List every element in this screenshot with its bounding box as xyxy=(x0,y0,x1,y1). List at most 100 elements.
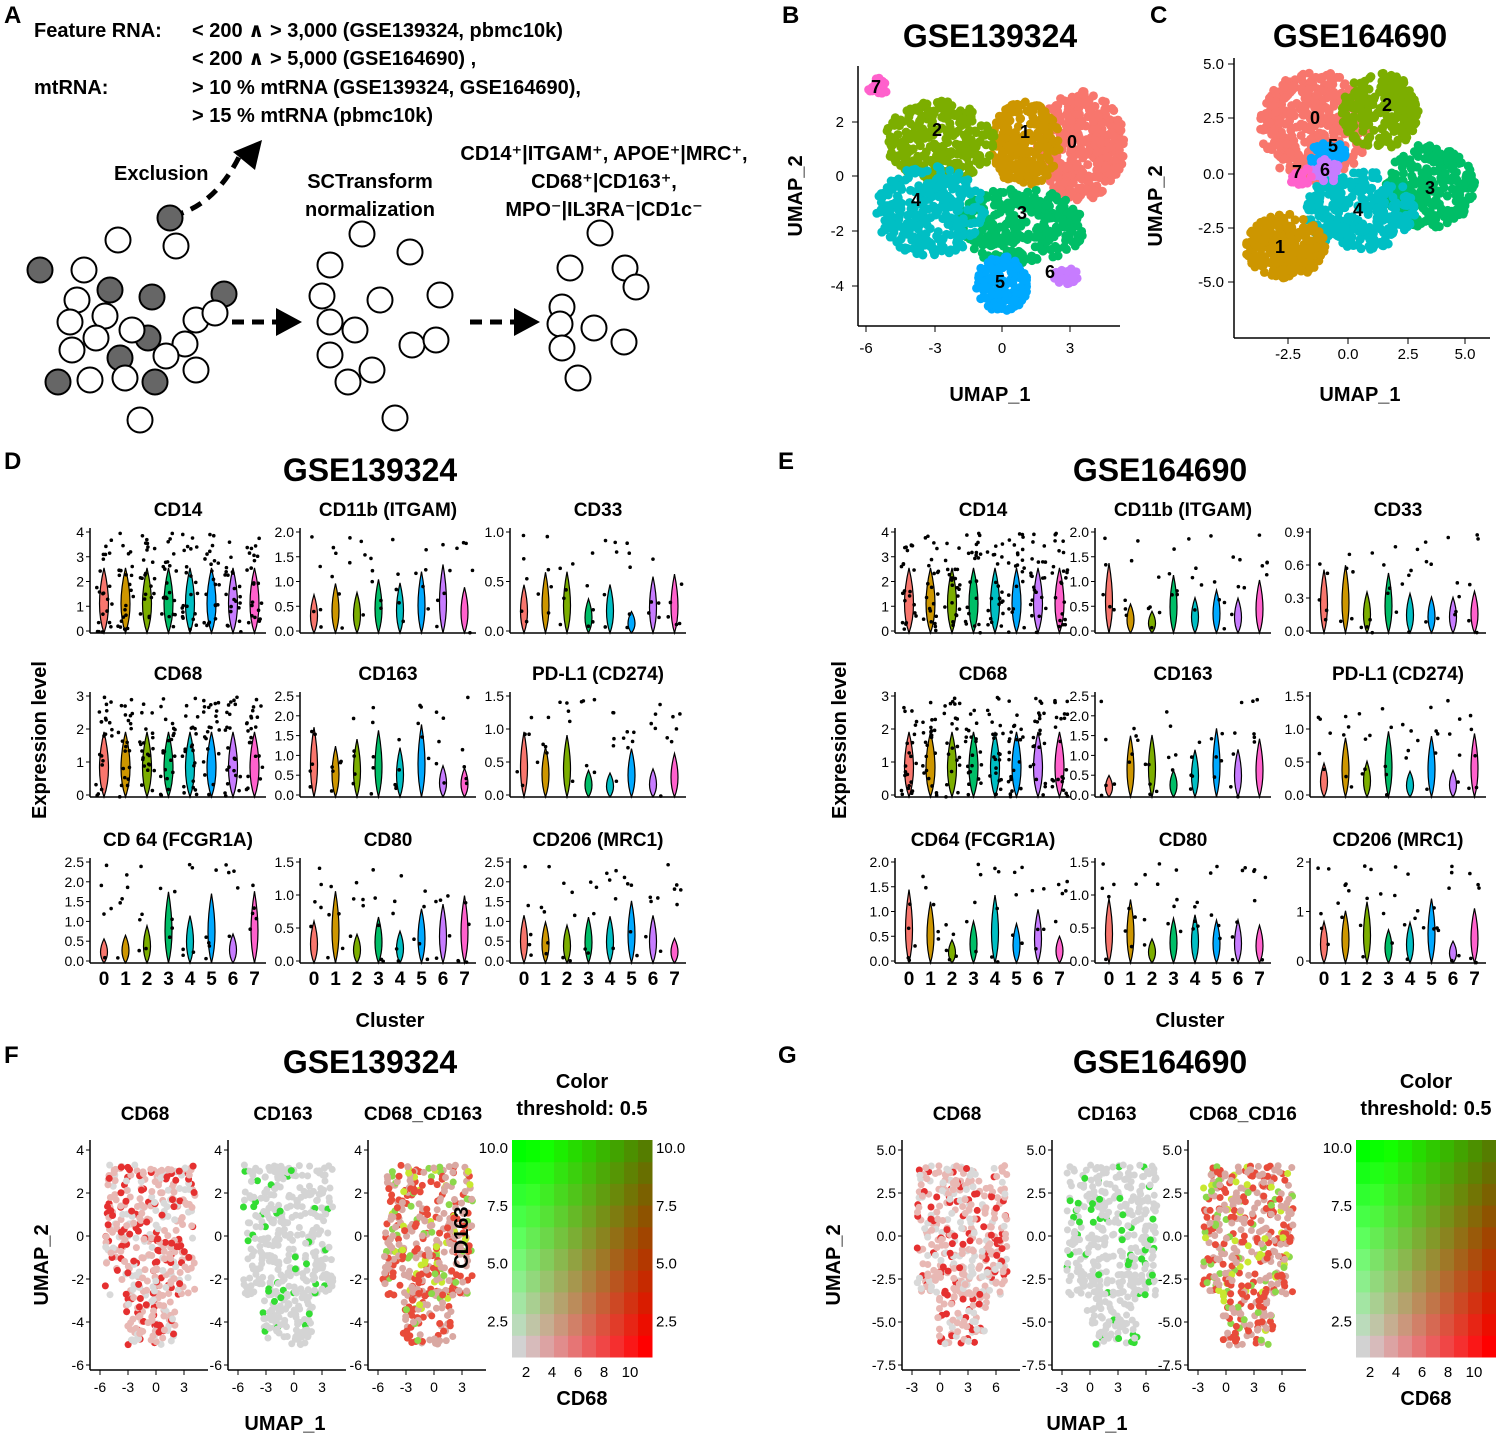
violin-dot xyxy=(546,715,551,720)
violin-dot xyxy=(1199,583,1204,587)
violin-shape xyxy=(946,731,958,799)
violin-dot xyxy=(180,532,185,537)
violin-dot xyxy=(910,740,915,745)
umap-point xyxy=(1440,168,1450,178)
violin-dot xyxy=(993,580,998,585)
violin-dot xyxy=(1450,958,1454,963)
umap-point xyxy=(940,192,950,202)
umap-point xyxy=(1388,94,1398,104)
umap-point xyxy=(1302,236,1312,246)
violin-dot xyxy=(1382,563,1386,567)
violin-dot xyxy=(1370,630,1375,635)
umap-point xyxy=(916,199,926,209)
violin-dot xyxy=(119,568,123,573)
violin-dot xyxy=(1346,725,1351,729)
umap-point xyxy=(1454,193,1464,203)
violin-dot xyxy=(309,729,314,734)
violin-dot xyxy=(1387,586,1392,591)
umap-point xyxy=(1107,104,1117,114)
violin-dot xyxy=(151,746,155,751)
violin-shape xyxy=(374,916,383,965)
violin-dot xyxy=(446,894,450,898)
violin-dot xyxy=(1007,757,1011,762)
umap-point xyxy=(1065,210,1075,220)
violin-dot xyxy=(1363,737,1368,741)
violin-shape xyxy=(227,731,239,799)
violin-dot xyxy=(180,754,185,759)
violin-dot xyxy=(101,591,105,596)
umap-point xyxy=(1405,99,1415,109)
violin-dot xyxy=(1020,558,1025,562)
violin-y-tick: 0.6 xyxy=(1285,557,1305,573)
violin-y-tick: 0.0 xyxy=(275,623,295,639)
violin-dot xyxy=(607,878,612,882)
violin-dot xyxy=(1343,714,1348,719)
feature-point xyxy=(171,1308,179,1316)
violin-dot xyxy=(1252,735,1257,740)
violin-dot xyxy=(107,620,112,625)
violin-dot xyxy=(1040,560,1045,564)
violin-dot xyxy=(978,750,983,754)
violin-dot xyxy=(223,573,227,577)
violin-dot xyxy=(232,768,236,773)
violin-shape xyxy=(249,567,260,635)
cell xyxy=(171,330,199,358)
violin-shape xyxy=(1255,738,1264,800)
violin-dot xyxy=(107,720,112,725)
violin-dot xyxy=(1400,722,1405,727)
violin-dot xyxy=(184,570,189,575)
umap-point xyxy=(1028,118,1038,128)
violin-dot xyxy=(187,862,192,867)
violin-title: CD80 xyxy=(364,830,413,851)
umap-point xyxy=(1453,177,1463,187)
umap-point xyxy=(1015,143,1025,153)
violin-shape xyxy=(309,727,319,798)
umap-point xyxy=(1023,172,1033,182)
violin-title: CD64 (FCGR1A) xyxy=(911,830,1056,851)
violin-dot xyxy=(1143,762,1148,767)
violin-dot xyxy=(213,603,218,607)
violin-dot xyxy=(988,774,992,778)
violin-shape xyxy=(99,937,109,965)
umap-point xyxy=(1348,224,1358,234)
umap-point xyxy=(1289,239,1299,249)
violin-shape xyxy=(460,587,469,635)
violin-dot xyxy=(1009,774,1013,779)
violin-dot xyxy=(348,560,352,565)
violin-dot xyxy=(226,703,231,707)
violin-dot xyxy=(549,584,554,589)
violin-dot xyxy=(1173,753,1178,757)
violin-dot xyxy=(947,572,952,577)
violin-dot xyxy=(1037,745,1041,750)
violin-dot xyxy=(955,758,959,762)
violin-dot xyxy=(1457,753,1462,757)
violin-dot xyxy=(666,862,670,867)
violin-dot xyxy=(1030,613,1034,618)
violin-dot xyxy=(229,555,233,560)
umap-point xyxy=(995,164,1005,174)
violin-dot xyxy=(1065,712,1070,717)
violin-dot xyxy=(371,705,376,710)
violin-shape xyxy=(249,731,260,799)
violin-dot xyxy=(963,619,968,624)
violin-dot xyxy=(420,735,425,739)
cluster-tick: 5 xyxy=(626,969,637,990)
violin-dot xyxy=(1318,717,1322,721)
violin-dot xyxy=(1349,785,1354,789)
umap-point xyxy=(922,130,932,140)
violin-shape xyxy=(990,894,1000,964)
violin-dot xyxy=(524,619,529,624)
panel-e-ylabel: Expression level xyxy=(829,661,851,819)
violin-dot xyxy=(245,568,249,572)
violin-dot xyxy=(125,885,130,890)
violin-dot xyxy=(603,625,608,629)
violin-dot xyxy=(1059,580,1063,585)
violin-y-tick: 2.0 xyxy=(275,524,295,540)
violin-dot xyxy=(150,788,155,793)
violin-dot xyxy=(588,880,593,884)
violin-y-tick: 3 xyxy=(76,549,84,565)
violin-dot xyxy=(214,868,218,872)
umap-point xyxy=(963,205,973,215)
violin-dot xyxy=(211,577,216,582)
violin-dot xyxy=(544,951,549,956)
